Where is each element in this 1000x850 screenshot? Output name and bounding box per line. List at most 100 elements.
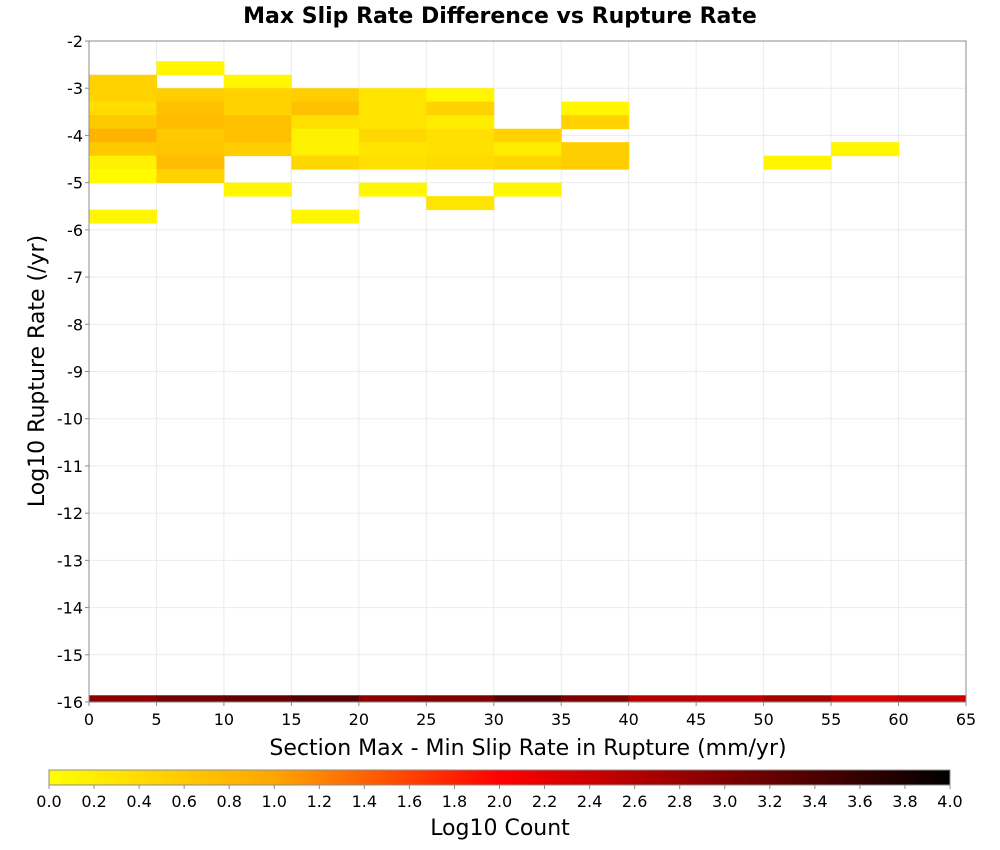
- heatmap-cell: [223, 101, 292, 109]
- heatmap-cell: [291, 695, 360, 703]
- x-axis-ticks: 0 5 10 15 20 25 30 35 40 45 50 55 60 65: [84, 702, 976, 729]
- heatmap-cell: [223, 189, 292, 197]
- colorbar-tick-label: 2.6: [622, 792, 647, 811]
- y-tick-label: -15: [57, 646, 83, 665]
- y-tick-label: -11: [57, 457, 83, 476]
- heatmap-cell: [156, 128, 225, 136]
- y-tick-label: -7: [67, 268, 83, 287]
- heatmap-cell: [426, 148, 495, 157]
- y-tick-label: -3: [67, 79, 83, 98]
- heatmap-cell: [89, 142, 157, 150]
- heatmap-cell: [426, 142, 495, 150]
- heatmap-cell: [493, 128, 562, 136]
- heatmap-cell: [156, 169, 225, 177]
- heatmap-cell: [89, 148, 157, 157]
- colorbar-tick-label: 2.8: [667, 792, 692, 811]
- heatmap-cell: [291, 162, 360, 170]
- heatmap-cell: [561, 162, 630, 170]
- heatmap-cell: [358, 695, 427, 703]
- colorbar-tick-label: 0.0: [36, 792, 61, 811]
- heatmap-cell: [291, 128, 360, 136]
- heatmap-cell: [89, 155, 157, 163]
- heatmap-cell: [156, 135, 225, 143]
- x-tick-label: 0: [84, 710, 94, 729]
- heatmap-cell: [358, 155, 427, 163]
- y-tick-label: -10: [57, 410, 83, 429]
- y-tick-label: -14: [57, 599, 83, 618]
- heatmap-cell: [223, 148, 292, 157]
- y-axis-ticks: -2 -3 -4 -5 -6 -7 -8 -9 -10 -11 -12 -13 -14 -15 -16: [57, 32, 89, 712]
- heatmap-cell: [223, 88, 292, 96]
- y-tick-label: -5: [67, 174, 83, 193]
- x-tick-label: 15: [281, 710, 301, 729]
- x-tick-label: 65: [956, 710, 976, 729]
- colorbar-tick-label: 2.4: [577, 792, 602, 811]
- y-tick-label: -2: [67, 32, 83, 51]
- y-tick-label: -12: [57, 504, 83, 523]
- heatmap-cell: [493, 695, 562, 703]
- colorbar-tick-label: 1.4: [352, 792, 377, 811]
- heatmap-cell: [358, 101, 427, 109]
- x-axis-label: Section Max - Min Slip Rate in Rupture (…: [269, 736, 786, 761]
- heatmap-cell: [898, 695, 967, 703]
- heatmap-cell: [561, 695, 630, 703]
- heatmap-cell: [89, 695, 157, 703]
- colorbar-tick-label: 0.2: [81, 792, 106, 811]
- heatmap-cell: [156, 94, 225, 103]
- heatmap-cell: [89, 175, 157, 184]
- heatmap-cell: [763, 695, 832, 703]
- heatmap-cells: [89, 61, 967, 703]
- heatmap-cell: [426, 115, 495, 123]
- heatmap-cell: [426, 101, 495, 109]
- heatmap-cell: [89, 162, 157, 170]
- heatmap-cell: [493, 162, 562, 170]
- x-tick-label: 35: [551, 710, 571, 729]
- heatmap-cell: [358, 189, 427, 197]
- colorbar-tick-label: 3.8: [892, 792, 917, 811]
- x-tick-label: 20: [349, 710, 369, 729]
- heatmap-cell: [156, 115, 225, 123]
- heatmap-cell: [89, 74, 157, 82]
- y-tick-label: -13: [57, 551, 83, 570]
- heatmap-cell: [358, 162, 427, 170]
- heatmap-cell: [426, 202, 495, 211]
- y-tick-label: -4: [67, 126, 83, 145]
- heatmap-cell: [291, 121, 360, 130]
- heatmap-cell: [291, 108, 360, 116]
- heatmap-cell: [156, 175, 225, 184]
- heatmap-cell: [426, 108, 495, 116]
- heatmap-cell: [561, 142, 630, 150]
- x-tick-label: 40: [619, 710, 639, 729]
- heatmap-cell: [831, 148, 900, 157]
- heatmap-cell: [763, 155, 832, 163]
- x-tick-label: 45: [686, 710, 706, 729]
- heatmap-cell: [89, 88, 157, 96]
- heatmap-cell: [89, 94, 157, 103]
- heatmap-cell: [89, 81, 157, 89]
- heatmap-cell: [628, 695, 697, 703]
- heatmap-cell: [561, 101, 630, 109]
- heatmap-cell: [291, 142, 360, 150]
- heatmap-cell: [358, 148, 427, 157]
- heatmap-cell: [831, 695, 900, 703]
- heatmap-cell: [89, 135, 157, 143]
- heatmap-cell: [156, 101, 225, 109]
- heatmap-cell: [426, 196, 495, 204]
- heatmap-cell: [291, 94, 360, 103]
- colorbar-tick-label: 1.8: [442, 792, 467, 811]
- colorbar-tick-label: 1.2: [307, 792, 332, 811]
- heatmap-cell: [223, 74, 292, 82]
- heatmap-cell: [223, 695, 292, 703]
- y-tick-label: -16: [57, 693, 83, 712]
- heatmap-cell: [358, 94, 427, 103]
- colorbar-tick-label: 2.2: [532, 792, 557, 811]
- colorbar-tick-label: 3.4: [802, 792, 827, 811]
- heatmap-cell: [291, 101, 360, 109]
- y-axis-label: Log10 Rupture Rate (/yr): [25, 235, 50, 507]
- heatmap-cell: [291, 155, 360, 163]
- heatmap-cell: [493, 182, 562, 190]
- heatmap-cell: [156, 61, 225, 69]
- heatmap-cell: [223, 94, 292, 103]
- heatmap-cell: [426, 88, 495, 96]
- colorbar-tick-label: 3.0: [712, 792, 737, 811]
